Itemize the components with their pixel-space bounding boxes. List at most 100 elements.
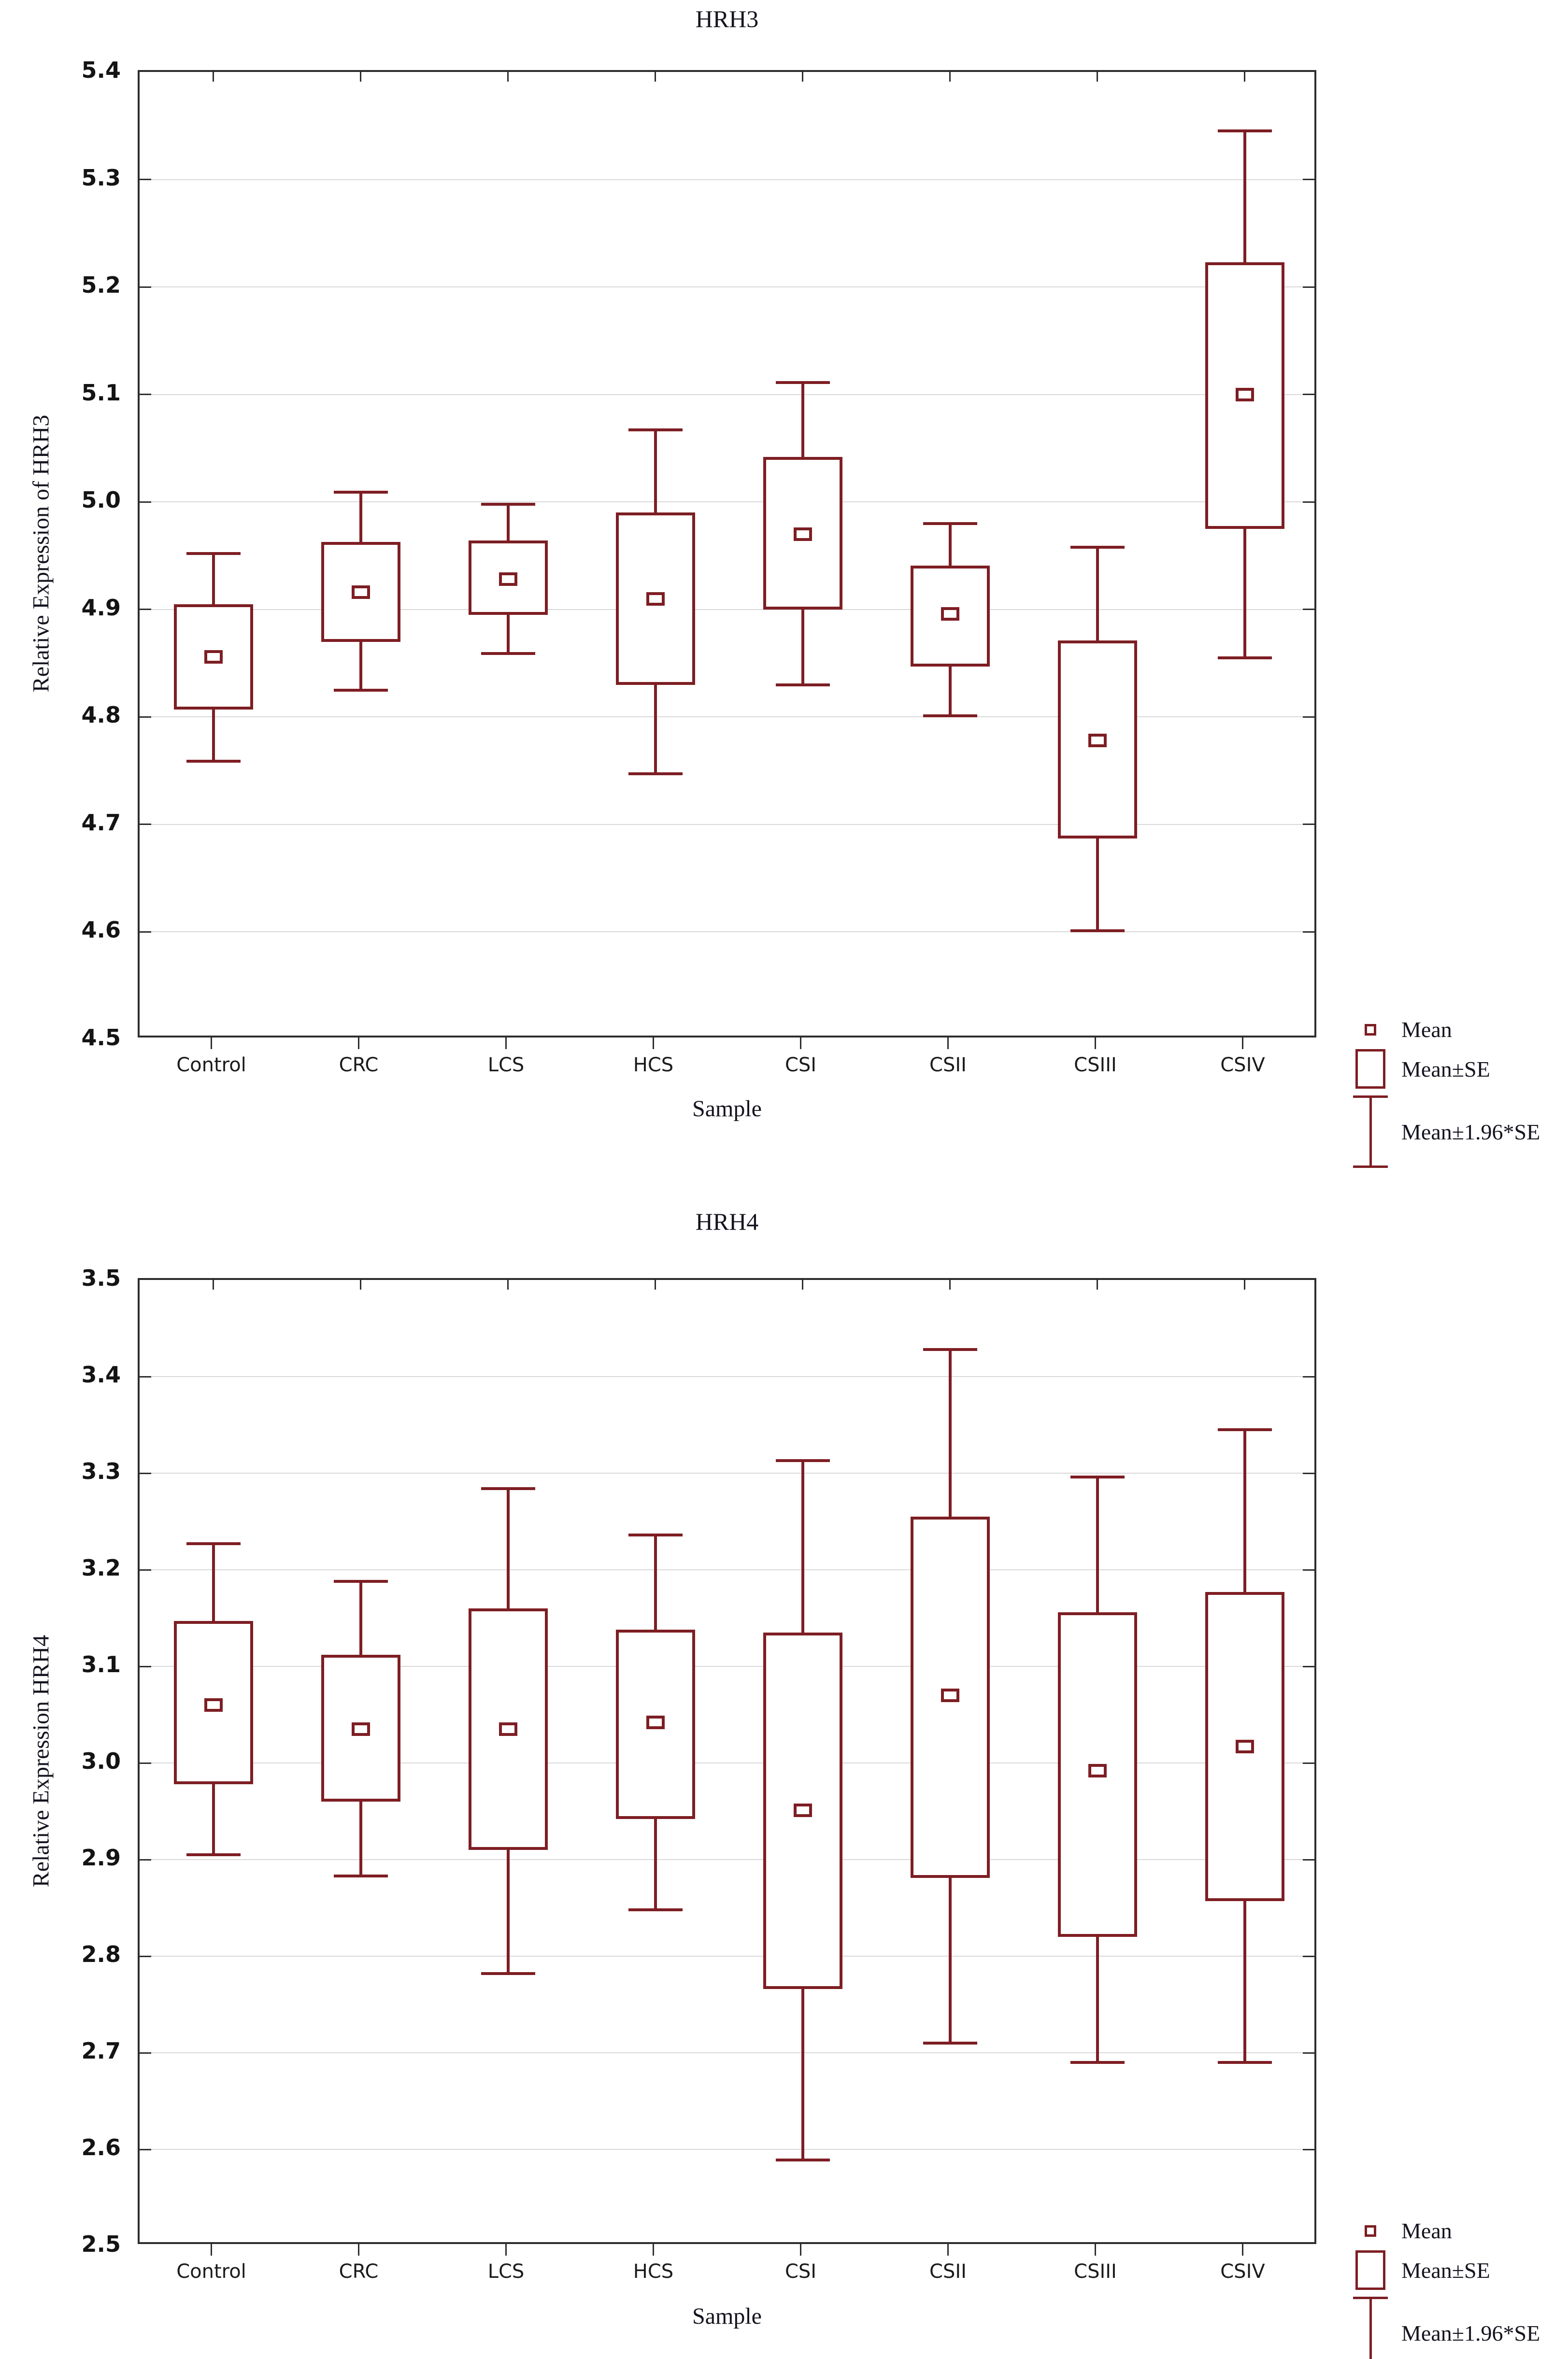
- y-tick-left: [140, 501, 151, 503]
- x-tick-bottom: [653, 1037, 654, 1049]
- whisker-cap-top: [333, 491, 388, 494]
- y-tick-right: [1303, 1859, 1314, 1861]
- y-tick-label: 2.5: [81, 2231, 121, 2257]
- whisker-cap-top: [775, 1459, 830, 1462]
- x-tick-top: [655, 72, 656, 82]
- y-tick-right: [1303, 1762, 1314, 1764]
- x-axis-title-hrh3: Sample: [692, 1096, 762, 1122]
- x-tick-top: [507, 72, 509, 82]
- y-tick-left: [140, 1472, 151, 1474]
- x-category-label: Control: [176, 1054, 246, 1076]
- x-tick-top: [1097, 1280, 1098, 1290]
- mean-marker: [793, 1804, 812, 1817]
- y-tick-right: [1303, 286, 1314, 288]
- mean-marker-icon: [1365, 2225, 1376, 2237]
- mean-marker: [941, 1689, 959, 1702]
- gridline: [140, 609, 1314, 610]
- whisker-cap-top: [333, 1580, 388, 1583]
- x-tick-bottom: [1242, 1037, 1243, 1049]
- y-tick-label: 3.0: [81, 1748, 121, 1774]
- x-tick-bottom: [505, 1037, 507, 1049]
- mean-marker: [646, 592, 665, 606]
- gridline: [140, 2052, 1314, 2053]
- mean-marker: [1088, 1764, 1107, 1777]
- y-tick-label: 2.9: [81, 1845, 121, 1871]
- whisker-cap-bottom: [628, 1908, 683, 1911]
- mean-marker: [1235, 387, 1254, 401]
- y-tick-left: [140, 1569, 151, 1571]
- legend-label-mean-ci: Mean±1.96*SE: [1401, 1119, 1540, 1144]
- x-tick-top: [802, 72, 803, 82]
- whisker-cap-top: [186, 1542, 241, 1545]
- whisker-cap-top: [628, 428, 683, 432]
- whisker-cap-top: [1217, 1428, 1272, 1431]
- y-tick-left: [140, 824, 151, 825]
- x-tick-top: [360, 1280, 361, 1290]
- x-tick-top: [655, 1280, 656, 1290]
- legend-hrh3: Mean Mean±SE Mean±1.96*SE: [1350, 1017, 1540, 1168]
- y-tick-right: [1303, 1955, 1314, 1957]
- gridline: [140, 1473, 1314, 1474]
- whisker-icon: [1353, 1095, 1388, 1168]
- x-tick-bottom: [800, 2244, 801, 2256]
- y-tick-left: [140, 1955, 151, 1957]
- x-tick-top: [802, 1280, 803, 1290]
- gridline: [140, 716, 1314, 718]
- y-tick-left: [140, 931, 151, 933]
- legend-hrh4: Mean Mean±SE Mean±1.96*SE: [1350, 2218, 1540, 2359]
- legend-item-mean-se: Mean±SE: [1350, 2250, 1540, 2290]
- whisker-cap-bottom: [186, 1853, 241, 1856]
- whisker-cap-bottom: [923, 714, 977, 718]
- y-tick-left: [140, 2052, 151, 2054]
- legend-label-mean-se: Mean±SE: [1401, 2258, 1490, 2283]
- chart-title-hrh3: HRH3: [695, 5, 759, 32]
- whisker-cap-bottom: [923, 2042, 977, 2045]
- whisker-cap-bottom: [333, 688, 388, 692]
- gridline: [140, 179, 1314, 180]
- x-tick-bottom: [653, 2244, 654, 2256]
- y-tick-label: 3.2: [81, 1555, 121, 1581]
- y-tick-right: [1303, 179, 1314, 181]
- whisker-cap-bottom: [1217, 2061, 1272, 2064]
- x-category-label: CSI: [784, 1054, 817, 1076]
- gridline: [140, 1376, 1314, 1377]
- whisker-cap-bottom: [1070, 929, 1125, 933]
- se-box: [1057, 1612, 1137, 1937]
- y-tick-label: 5.1: [81, 379, 121, 406]
- x-category-label: CSI: [784, 2260, 817, 2283]
- y-tick-right: [1303, 609, 1314, 611]
- y-tick-label: 5.3: [81, 164, 121, 191]
- gridline: [140, 1956, 1314, 1957]
- legend-label-mean-se: Mean±SE: [1401, 1056, 1490, 1081]
- legend-label-mean: Mean: [1401, 1017, 1452, 1042]
- x-category-label: CSII: [929, 2260, 967, 2283]
- gridline: [140, 1569, 1314, 1570]
- y-tick-right: [1303, 716, 1314, 718]
- x-tick-top: [213, 72, 214, 82]
- se-box-icon: [1355, 1049, 1385, 1089]
- y-tick-right: [1303, 1472, 1314, 1474]
- mean-marker: [351, 585, 370, 599]
- x-category-label: LCS: [487, 2260, 525, 2283]
- legend-item-mean: Mean: [1350, 2218, 1540, 2244]
- y-tick-label: 5.2: [81, 272, 121, 298]
- x-tick-top: [213, 1280, 214, 1290]
- chart-title-hrh4: HRH4: [695, 1208, 759, 1235]
- y-tick-right: [1303, 501, 1314, 503]
- x-category-label: CSIII: [1074, 2260, 1117, 2283]
- y-tick-label: 3.5: [81, 1265, 121, 1291]
- whisker-cap-bottom: [775, 2159, 830, 2161]
- y-tick-right: [1303, 824, 1314, 825]
- y-tick-left: [140, 179, 151, 181]
- x-category-label: HCS: [633, 1054, 674, 1076]
- y-tick-label: 3.4: [81, 1362, 121, 1388]
- whisker-icon: [1353, 2297, 1388, 2359]
- x-tick-bottom: [800, 1037, 801, 1049]
- y-tick-left: [140, 394, 151, 396]
- y-tick-right: [1303, 1376, 1314, 1378]
- y-axis-title-hrh3: Relative Expression of HRH3: [28, 414, 54, 693]
- whisker-cap-top: [923, 1348, 977, 1351]
- whisker-cap-top: [628, 1534, 683, 1536]
- x-tick-bottom: [211, 1037, 212, 1049]
